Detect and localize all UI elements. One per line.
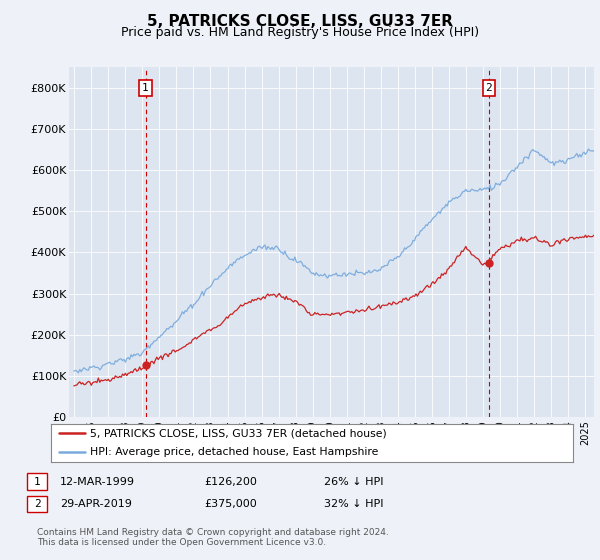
Text: 26% ↓ HPI: 26% ↓ HPI: [324, 477, 383, 487]
Text: £375,000: £375,000: [204, 499, 257, 509]
Text: £126,200: £126,200: [204, 477, 257, 487]
Text: 1: 1: [142, 83, 149, 93]
Text: 29-APR-2019: 29-APR-2019: [60, 499, 132, 509]
Text: 32% ↓ HPI: 32% ↓ HPI: [324, 499, 383, 509]
Text: 5, PATRICKS CLOSE, LISS, GU33 7ER (detached house): 5, PATRICKS CLOSE, LISS, GU33 7ER (detac…: [90, 428, 387, 438]
Text: 12-MAR-1999: 12-MAR-1999: [60, 477, 135, 487]
Text: Price paid vs. HM Land Registry's House Price Index (HPI): Price paid vs. HM Land Registry's House …: [121, 26, 479, 39]
Text: HPI: Average price, detached house, East Hampshire: HPI: Average price, detached house, East…: [90, 447, 379, 458]
Text: Contains HM Land Registry data © Crown copyright and database right 2024.
This d: Contains HM Land Registry data © Crown c…: [37, 528, 389, 547]
Text: 1: 1: [34, 477, 41, 487]
Text: 5, PATRICKS CLOSE, LISS, GU33 7ER: 5, PATRICKS CLOSE, LISS, GU33 7ER: [147, 14, 453, 29]
Text: 2: 2: [485, 83, 492, 93]
Text: 2: 2: [34, 499, 41, 509]
